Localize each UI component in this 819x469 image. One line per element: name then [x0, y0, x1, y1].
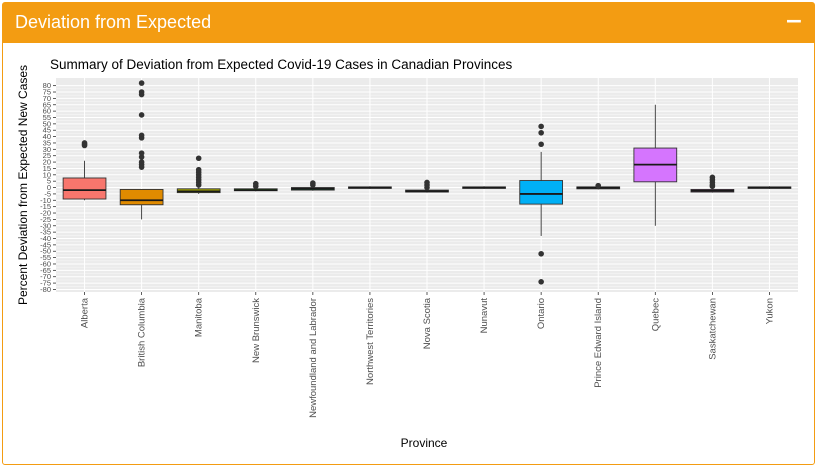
y-tick-label: 60 — [43, 107, 51, 116]
x-tick-label: Prince Edward Island — [593, 298, 604, 388]
y-tick-label: -35 — [40, 228, 51, 237]
x-axis-label: Province — [401, 436, 448, 450]
y-tick-label: 65 — [43, 100, 51, 109]
box-prince-edward-island — [576, 182, 621, 190]
box-outlier — [538, 250, 544, 257]
y-tick-label: 40 — [43, 132, 51, 141]
y-tick-label: 5 — [47, 177, 51, 186]
y-tick-label: -40 — [40, 234, 51, 243]
box-outlier — [138, 80, 145, 86]
x-tick-label: New Brunswick — [251, 298, 262, 363]
box-yukon — [747, 186, 792, 189]
box-outlier — [138, 150, 145, 156]
box-nunavut — [462, 186, 506, 189]
box-manitoba — [176, 155, 221, 194]
x-tick-label: Manitoba — [194, 297, 205, 337]
y-tick-label: -15 — [40, 202, 51, 211]
x-tick-label: Saskatchewan — [707, 298, 718, 360]
y-tick-label: 50 — [43, 119, 51, 128]
box-body — [62, 177, 107, 200]
box-outlier — [310, 180, 316, 186]
y-tick-label: 30 — [43, 145, 51, 154]
y-axis-label: Percent Deviation from Expected New Case… — [16, 65, 30, 305]
y-tick-label: 70 — [43, 94, 51, 103]
y-tick-label: -5 — [44, 189, 51, 198]
box-outlier — [424, 179, 430, 186]
y-tick-label: -75 — [40, 279, 51, 288]
y-tick-label: -45 — [40, 240, 51, 249]
box-header: Deviation from Expected − — [3, 3, 814, 43]
box-outlier — [709, 174, 716, 181]
box-ontario — [519, 123, 564, 285]
y-tick-label: -30 — [40, 221, 51, 230]
box-new-brunswick — [233, 180, 278, 192]
y-tick-label: 10 — [43, 170, 51, 179]
x-tick-label: Yukon — [764, 298, 775, 324]
box-outlier — [538, 123, 544, 130]
box-outlier — [538, 279, 544, 285]
y-tick-label: -80 — [40, 285, 51, 294]
x-tick-label: Ontario — [536, 298, 547, 329]
x-tick-label: Northwest Territories — [365, 298, 376, 385]
y-tick-label: 35 — [43, 138, 51, 147]
y-tick-label: 45 — [43, 126, 51, 135]
box-british-columbia — [119, 80, 164, 220]
x-tick-label: Newfoundland and Labrador — [308, 298, 319, 418]
y-tick-label: 0 — [47, 183, 51, 192]
y-tick-label: -55 — [40, 253, 51, 262]
minus-icon[interactable]: − — [784, 9, 804, 34]
chart-title: Summary of Deviation from Expected Covid… — [50, 57, 512, 72]
box-outlier — [595, 182, 602, 189]
y-tick-label: -70 — [40, 272, 51, 281]
box-outlier — [195, 166, 202, 173]
y-tick-label: 55 — [43, 113, 51, 122]
box-outlier — [138, 112, 145, 118]
x-tick-label: Alberta — [80, 297, 91, 328]
y-tick-label: 20 — [43, 158, 51, 167]
box-title: Deviation from Expected — [15, 12, 212, 32]
box-body — [119, 189, 164, 206]
box-newfoundland-and-labrador — [290, 180, 335, 191]
y-tick-label: -50 — [40, 247, 51, 256]
box-outlier — [138, 159, 145, 165]
box-saskatchewan — [690, 174, 735, 193]
box-northwest-territories — [348, 186, 392, 189]
y-tick-label: 25 — [43, 151, 51, 160]
box-outlier — [538, 141, 544, 148]
y-tick-label: -20 — [40, 209, 51, 218]
box-outlier — [195, 155, 202, 162]
x-tick-label: Nova Scotia — [422, 297, 433, 349]
y-tick-label: 15 — [43, 164, 51, 173]
box-outlier — [81, 140, 88, 146]
box-outlier — [138, 132, 145, 139]
box-quebec — [633, 104, 678, 226]
box-outlier — [252, 180, 259, 187]
x-tick-label: British Columbia — [137, 297, 148, 367]
box-outlier — [538, 129, 544, 136]
x-tick-label: Quebec — [650, 298, 661, 332]
y-tick-label: -65 — [40, 266, 51, 275]
box-outlier — [138, 89, 145, 95]
y-tick-label: -25 — [40, 215, 51, 224]
y-tick-label: -60 — [40, 259, 51, 268]
x-tick-label: Nunavut — [479, 298, 490, 334]
box-alberta — [62, 140, 107, 201]
y-tick-label: 75 — [43, 88, 51, 97]
box-nova-scotia — [405, 179, 449, 193]
y-tick-label: -10 — [40, 196, 51, 205]
box-body — [519, 180, 564, 205]
y-tick-label: 80 — [43, 81, 51, 90]
